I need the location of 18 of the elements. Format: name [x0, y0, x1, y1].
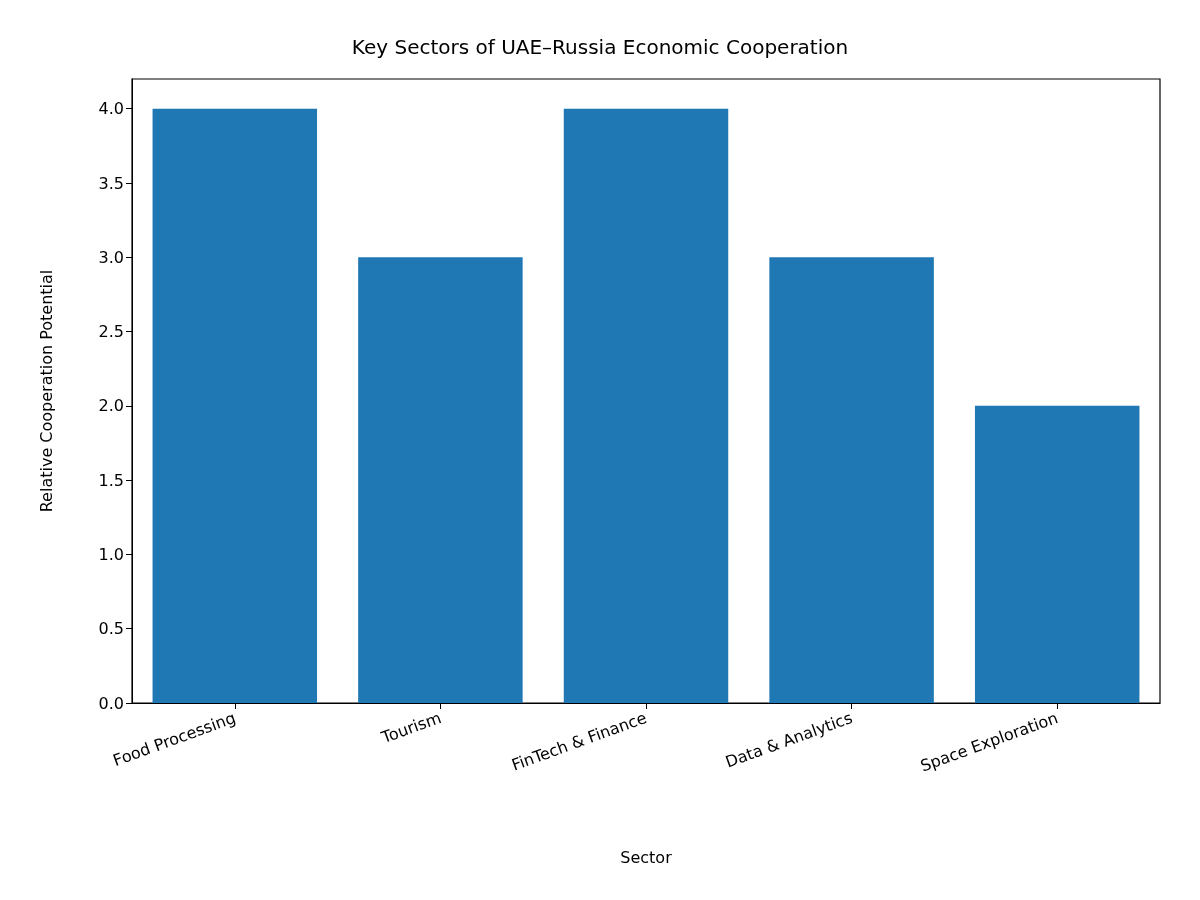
bar [563, 108, 729, 703]
bar [974, 405, 1140, 703]
y-tick-label: 0.5 [98, 619, 124, 639]
chart-title: Key Sectors of UAE–Russia Economic Cooperation [351, 35, 849, 59]
y-axis-title: Relative Cooperation Potential [36, 269, 56, 513]
x-axis-title: Sector [620, 847, 673, 867]
y-tick-label: 3.0 [98, 247, 124, 267]
y-tick-label: 4.0 [98, 99, 124, 119]
y-tick-label: 2.0 [98, 396, 124, 416]
y-tick-label: 0.0 [98, 693, 124, 713]
bar [769, 257, 934, 703]
y-tick-label: 1.5 [98, 470, 124, 490]
bar [358, 257, 523, 703]
y-tick-label: 3.5 [98, 173, 124, 193]
x-tick-label: Tourism [378, 708, 444, 748]
y-tick-label: 1.0 [98, 544, 124, 564]
y-tick-label: 2.5 [98, 322, 124, 342]
bar [152, 108, 318, 703]
